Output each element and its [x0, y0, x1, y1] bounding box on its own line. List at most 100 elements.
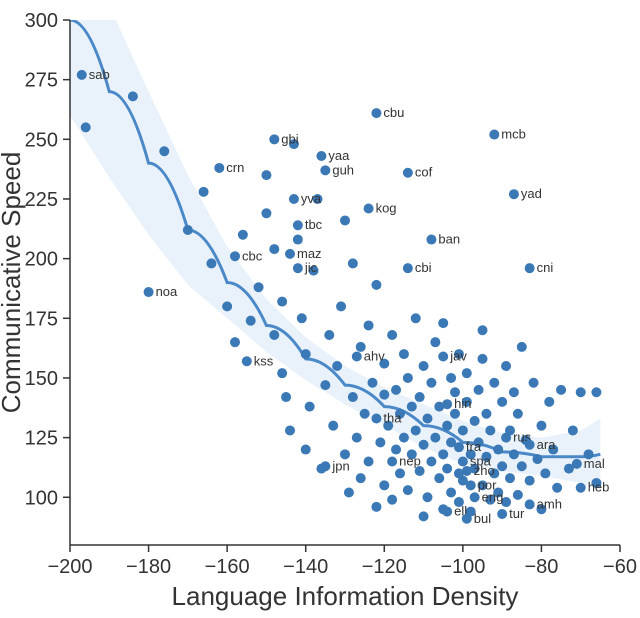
data-point	[426, 235, 436, 245]
data-point	[419, 511, 429, 521]
data-point	[320, 380, 330, 390]
data-point	[399, 349, 409, 359]
y-tick-label: 150	[25, 368, 58, 390]
data-point	[364, 456, 374, 466]
data-point	[442, 464, 452, 474]
point-label: yad	[521, 186, 542, 201]
y-tick-label: 275	[25, 70, 58, 92]
point-label: mcb	[501, 127, 526, 142]
data-point	[430, 433, 440, 443]
x-tick-label: −60	[603, 556, 637, 578]
data-point	[572, 459, 582, 469]
data-point	[336, 301, 346, 311]
data-point	[368, 378, 378, 388]
point-label: hin	[454, 396, 471, 411]
data-point	[375, 437, 385, 447]
data-point	[328, 421, 338, 431]
data-point	[144, 287, 154, 297]
x-tick-label: −160	[205, 556, 250, 578]
data-point	[352, 433, 362, 443]
data-point	[348, 258, 358, 268]
point-label: sab	[89, 67, 110, 82]
point-label: gbi	[281, 131, 298, 146]
data-point	[387, 330, 397, 340]
y-tick-label: 100	[25, 487, 58, 509]
x-tick-label: −140	[283, 556, 328, 578]
point-label: ara	[537, 437, 557, 452]
data-point	[316, 151, 326, 161]
point-label: ahv	[364, 348, 385, 363]
data-point	[478, 325, 488, 335]
point-label: jpn	[331, 458, 349, 473]
data-point	[242, 356, 252, 366]
point-label: eng	[482, 489, 504, 504]
data-point	[77, 70, 87, 80]
data-point	[497, 461, 507, 471]
data-point	[269, 134, 279, 144]
data-point	[493, 445, 503, 455]
data-point	[277, 297, 287, 307]
point-label: noa	[156, 284, 178, 299]
data-point	[462, 368, 472, 378]
data-point	[407, 402, 417, 412]
data-point	[297, 313, 307, 323]
data-point	[454, 442, 464, 452]
data-point	[462, 514, 472, 524]
x-tick-label: −180	[126, 556, 171, 578]
point-label: amh	[537, 496, 562, 511]
data-point	[485, 425, 495, 435]
data-point	[576, 483, 586, 493]
data-point	[230, 337, 240, 347]
data-point	[128, 91, 138, 101]
point-label: yva	[301, 191, 322, 206]
data-point	[222, 301, 232, 311]
data-point	[525, 440, 535, 450]
data-point	[505, 473, 515, 483]
data-point	[356, 473, 366, 483]
data-point	[430, 337, 440, 347]
data-point	[442, 507, 452, 517]
data-point	[379, 480, 389, 490]
y-tick-label: 300	[25, 10, 58, 32]
data-point	[206, 258, 216, 268]
data-point	[320, 461, 330, 471]
data-point	[305, 402, 315, 412]
data-point	[411, 313, 421, 323]
point-label: jav	[449, 348, 467, 363]
data-point	[466, 480, 476, 490]
data-point	[517, 342, 527, 352]
data-point	[458, 456, 468, 466]
data-point	[293, 235, 303, 245]
data-point	[364, 320, 374, 330]
data-point	[552, 483, 562, 493]
data-point	[285, 249, 295, 259]
data-point	[269, 244, 279, 254]
data-point	[269, 330, 279, 340]
x-tick-label: −80	[524, 556, 558, 578]
data-point	[403, 263, 413, 273]
data-point	[81, 122, 91, 132]
data-point	[293, 220, 303, 230]
data-point	[352, 351, 362, 361]
data-point	[556, 385, 566, 395]
point-label: tur	[509, 506, 525, 521]
data-point	[470, 416, 480, 426]
point-label: nep	[399, 453, 421, 468]
data-point	[395, 468, 405, 478]
data-point	[438, 318, 448, 328]
point-label: heb	[588, 480, 610, 495]
data-point	[387, 456, 397, 466]
data-point	[489, 378, 499, 388]
point-label: ban	[438, 232, 460, 247]
data-point	[391, 385, 401, 395]
data-point	[238, 230, 248, 240]
data-point	[199, 187, 209, 197]
data-point	[281, 392, 291, 402]
point-label: kss	[254, 353, 274, 368]
y-tick-label: 125	[25, 428, 58, 450]
point-label: bul	[474, 511, 491, 526]
point-label: mal	[584, 456, 605, 471]
data-point	[540, 468, 550, 478]
point-label: cbi	[415, 260, 432, 275]
data-point	[536, 421, 546, 431]
